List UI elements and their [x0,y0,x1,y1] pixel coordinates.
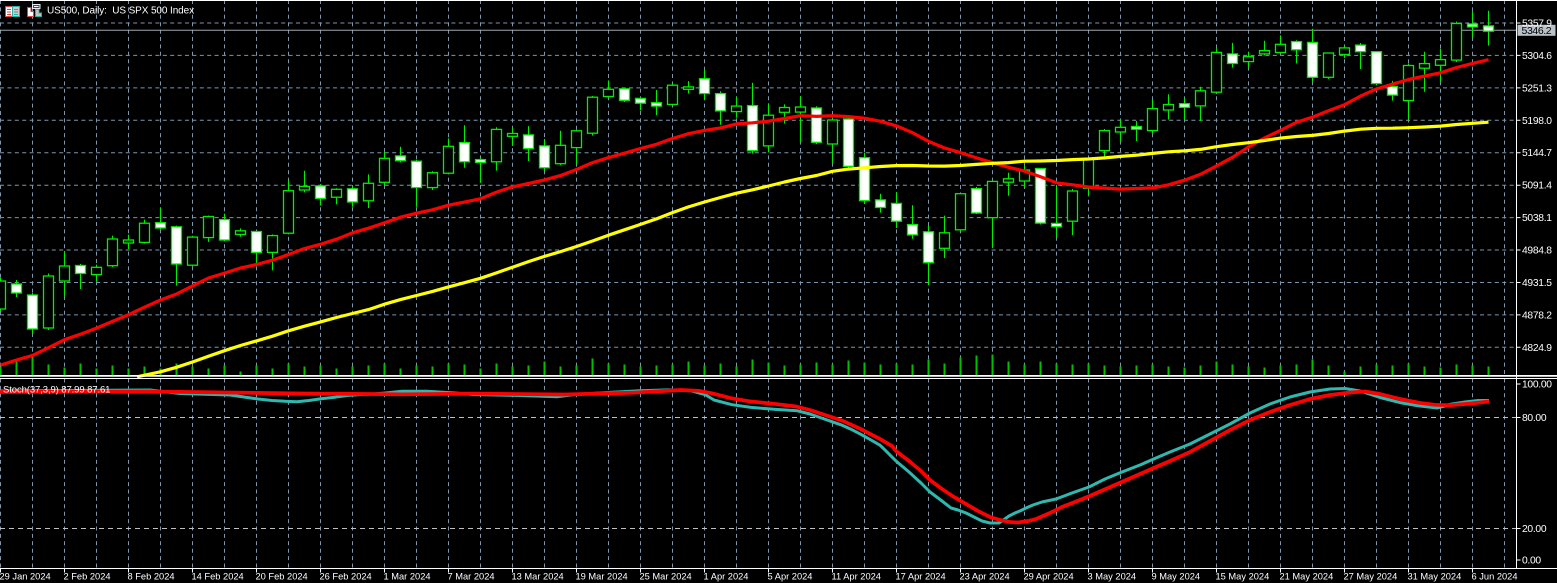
svg-text:7 Mar 2024: 7 Mar 2024 [448,572,495,582]
svg-text:2 Feb 2024: 2 Feb 2024 [64,572,111,582]
svg-text:4824.9: 4824.9 [1522,343,1552,354]
svg-text:13 Mar 2024: 13 Mar 2024 [512,572,564,582]
svg-text:5304.6: 5304.6 [1522,51,1552,62]
svg-text:20 Feb 2024: 20 Feb 2024 [256,572,308,582]
svg-text:80.00: 80.00 [1522,413,1547,424]
svg-text:27 May 2024: 27 May 2024 [1344,572,1398,582]
svg-text:5144.7: 5144.7 [1522,148,1552,159]
svg-text:US500, Daily: US SPX 500 Inde: US500, Daily: US SPX 500 Index [47,6,194,17]
svg-text:4984.8: 4984.8 [1522,246,1552,257]
svg-text:14 Feb 2024: 14 Feb 2024 [192,572,244,582]
svg-text:29 Apr 2024: 29 Apr 2024 [1024,572,1074,582]
svg-text:11 Apr 2024: 11 Apr 2024 [832,572,881,582]
svg-text:5357.9: 5357.9 [1522,19,1552,30]
svg-text:26 Feb 2024: 26 Feb 2024 [320,572,372,582]
svg-text:6 Jun 2024: 6 Jun 2024 [1472,572,1518,582]
svg-text:23 Apr 2024: 23 Apr 2024 [960,572,1010,582]
svg-text:25 Mar 2024: 25 Mar 2024 [640,572,692,582]
svg-text:0.00: 0.00 [1522,556,1541,567]
svg-text:5 Apr 2024: 5 Apr 2024 [768,572,813,582]
svg-text:5038.1: 5038.1 [1522,213,1552,224]
svg-text:5091.4: 5091.4 [1522,181,1552,192]
svg-text:8 Feb 2024: 8 Feb 2024 [128,572,175,582]
svg-text:5198.0: 5198.0 [1522,116,1552,127]
svg-text:17 Apr 2024: 17 Apr 2024 [896,572,946,582]
svg-text:3 May 2024: 3 May 2024 [1088,572,1137,582]
svg-text:Stoch(37,3,9) 87.99 87.61: Stoch(37,3,9) 87.99 87.61 [3,385,110,396]
svg-text:1 Mar 2024: 1 Mar 2024 [384,572,431,582]
svg-text:31 May 2024: 31 May 2024 [1408,572,1462,582]
svg-text:20.00: 20.00 [1522,524,1547,535]
svg-text:29 Jan 2024: 29 Jan 2024 [0,572,51,582]
svg-text:5346.2: 5346.2 [1522,25,1552,37]
svg-text:21 May 2024: 21 May 2024 [1280,572,1334,582]
svg-text:100.00: 100.00 [1522,380,1552,391]
svg-text:15 May 2024: 15 May 2024 [1216,572,1270,582]
svg-text:1 Apr 2024: 1 Apr 2024 [704,572,749,582]
svg-text:9 May 2024: 9 May 2024 [1152,572,1201,582]
svg-text:4931.5: 4931.5 [1522,278,1552,289]
svg-text:5251.3: 5251.3 [1522,83,1552,94]
svg-text:19 Mar 2024: 19 Mar 2024 [576,572,628,582]
svg-text:4878.2: 4878.2 [1522,310,1552,321]
